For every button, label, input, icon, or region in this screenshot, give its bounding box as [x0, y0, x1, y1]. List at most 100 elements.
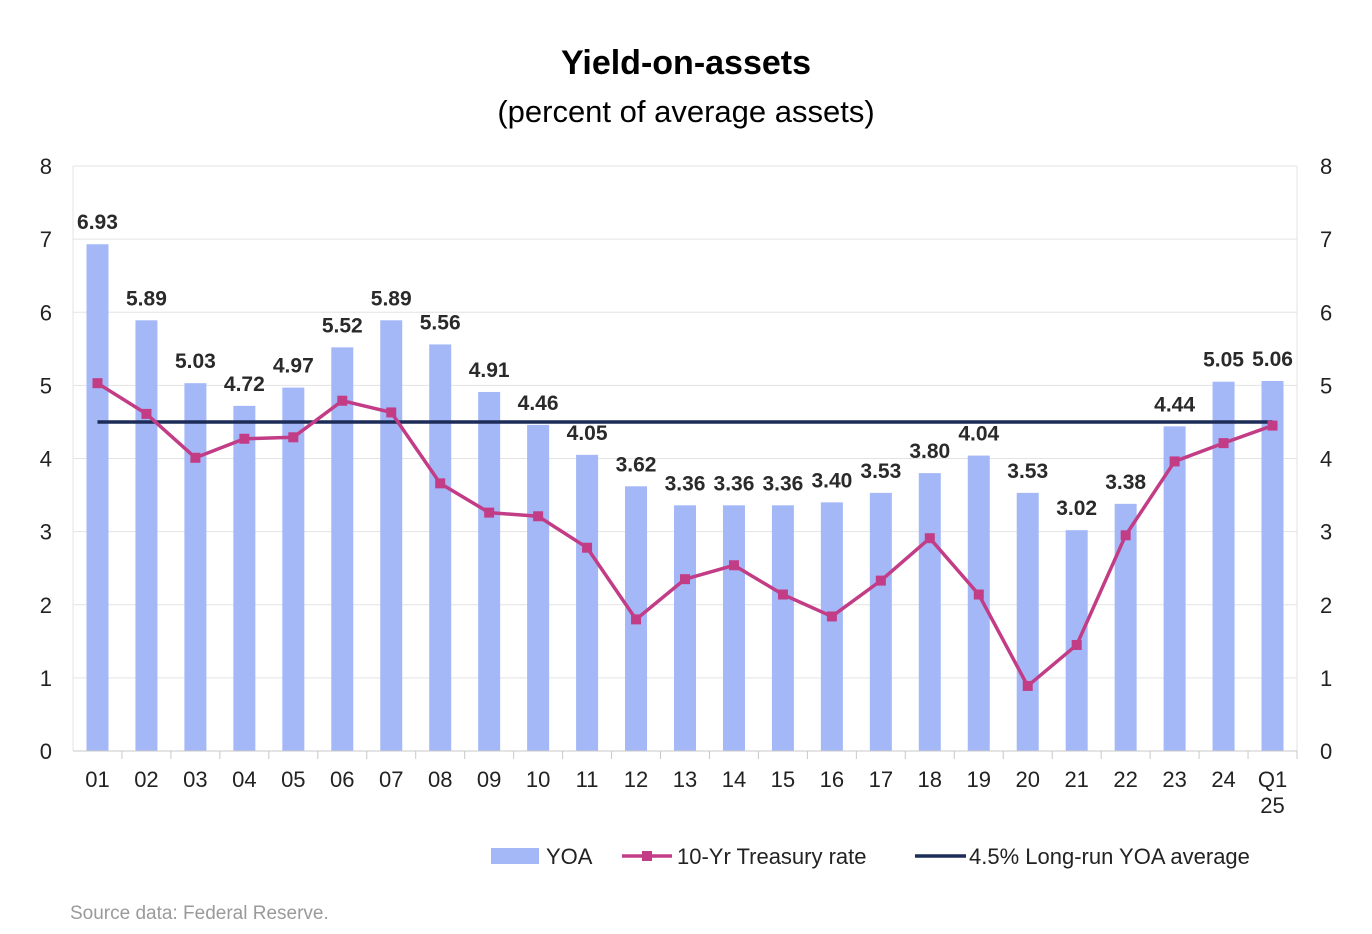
bar-yoa — [184, 383, 207, 751]
y-tick-label: 5 — [40, 373, 52, 398]
bar-yoa — [1114, 503, 1137, 751]
treasury-point — [1218, 438, 1229, 449]
bar-data-label: 4.05 — [567, 422, 608, 445]
legend-label-treasury: 10-Yr Treasury rate — [677, 844, 867, 869]
x-tick-label: 24 — [1211, 767, 1235, 792]
y-tick-label: 6 — [40, 300, 52, 325]
bar-data-label: 3.36 — [665, 472, 706, 495]
bar-data-label: 3.36 — [762, 472, 803, 495]
treasury-point — [1022, 680, 1033, 691]
x-tick-label: 15 — [771, 767, 795, 792]
x-tick-label: 19 — [967, 767, 991, 792]
bar-data-label: 3.38 — [1105, 471, 1146, 494]
y2-tick-label: 8 — [1320, 154, 1332, 179]
x-tick-label: 12 — [624, 767, 648, 792]
y2-tick-label: 1 — [1320, 666, 1332, 691]
x-tick-label: 17 — [869, 767, 893, 792]
bar-yoa — [1261, 380, 1284, 751]
bar-yoa — [135, 320, 158, 751]
y-tick-label: 7 — [40, 227, 52, 252]
bar-yoa — [674, 505, 696, 751]
treasury-point — [141, 408, 152, 419]
y2-tick-label: 7 — [1320, 227, 1332, 252]
bar-data-label: 4.91 — [469, 359, 510, 382]
bar-data-label: 3.53 — [1007, 460, 1048, 483]
x-tick-label: 10 — [526, 767, 550, 792]
x-tick-label: 21 — [1064, 767, 1088, 792]
y-tick-label: 0 — [40, 739, 52, 764]
x-tick-label: 06 — [330, 767, 354, 792]
bar-yoa — [1212, 381, 1235, 751]
bar-data-label: 4.46 — [518, 392, 559, 415]
bar-data-label: 4.44 — [1154, 393, 1195, 416]
bar-data-label: 3.36 — [714, 472, 755, 495]
treasury-point — [288, 432, 299, 443]
treasury-point — [777, 589, 788, 600]
treasury-point — [435, 478, 446, 489]
y-tick-label: 1 — [40, 666, 52, 691]
treasury-line — [92, 378, 1278, 691]
bar-data-label: 6.93 — [77, 211, 118, 234]
treasury-point — [1120, 530, 1131, 541]
y-tick-label: 8 — [40, 154, 52, 179]
chart-title: Yield-on-assets — [560, 44, 812, 82]
treasury-point — [924, 533, 935, 544]
bar-yoa — [771, 505, 794, 751]
bar-yoa — [576, 454, 599, 751]
y-tick-label: 2 — [40, 593, 52, 618]
x-tick-label: 22 — [1113, 767, 1137, 792]
bar-yoa — [331, 347, 354, 751]
x-tick-label: 04 — [232, 767, 256, 792]
bar-data-label: 5.03 — [175, 350, 216, 373]
y-tick-label: 4 — [40, 447, 52, 472]
bar-yoa — [380, 320, 403, 751]
treasury-point — [875, 575, 886, 586]
bar-data-label: 4.04 — [958, 423, 999, 446]
y2-tick-label: 2 — [1320, 593, 1332, 618]
y2-tick-label: 4 — [1320, 447, 1332, 472]
treasury-point — [190, 452, 201, 463]
treasury-point — [728, 560, 739, 571]
bar-yoa — [918, 473, 941, 751]
x-tick-label: 09 — [477, 767, 501, 792]
bar-yoa — [282, 387, 305, 751]
legend: YOA 10-Yr Treasury rate 4.5% Long-run YOA … — [491, 844, 1250, 869]
x-tick-label: 03 — [183, 767, 207, 792]
y2-tick-label: 3 — [1320, 520, 1332, 545]
x-tick-label: 13 — [673, 767, 697, 792]
x-tick-label: 18 — [918, 767, 942, 792]
bar-yoa — [1163, 426, 1186, 751]
treasury-point — [680, 574, 690, 585]
x-tick-label: 08 — [428, 767, 452, 792]
treasury-point — [582, 542, 593, 553]
bar-yoa — [233, 405, 256, 751]
bar-yoa — [86, 244, 109, 751]
x-tick-label: 20 — [1015, 767, 1039, 792]
y-tick-label: 3 — [40, 520, 52, 545]
treasury-point — [826, 611, 837, 622]
yoa-bars — [86, 244, 1284, 751]
y2-tick-label: 0 — [1320, 739, 1332, 764]
bar-data-label: 3.40 — [811, 469, 852, 492]
treasury-point — [239, 433, 250, 444]
x-tick-label: Q1 25 — [1258, 767, 1287, 818]
data-labels: 6.93 5.89 5.03 4.72 4.97 5.52 5.89 5.56 4.91 4.46… — [77, 211, 1293, 520]
treasury-point — [1267, 420, 1278, 431]
treasury-point — [631, 614, 642, 625]
bar-data-label: 5.89 — [371, 287, 412, 310]
bar-yoa — [722, 505, 745, 751]
x-tick-label: 23 — [1162, 767, 1186, 792]
treasury-point — [973, 589, 984, 600]
bar-yoa — [1016, 492, 1039, 751]
x-tick-label: 05 — [281, 767, 305, 792]
bar-data-label: 3.80 — [909, 440, 950, 463]
legend-label-yoa: YOA — [546, 844, 593, 869]
bar-data-label: 5.52 — [322, 314, 363, 337]
bar-yoa — [820, 502, 843, 751]
axes: 0 01 12 23 34 45 56 67 78 801 02 03 04 05 06 07 08 09 10 11… — [40, 154, 1333, 818]
treasury-point — [337, 395, 348, 406]
bar-yoa — [429, 344, 452, 751]
bar-data-label: 5.56 — [420, 311, 461, 334]
x-tick-label: 02 — [134, 767, 158, 792]
